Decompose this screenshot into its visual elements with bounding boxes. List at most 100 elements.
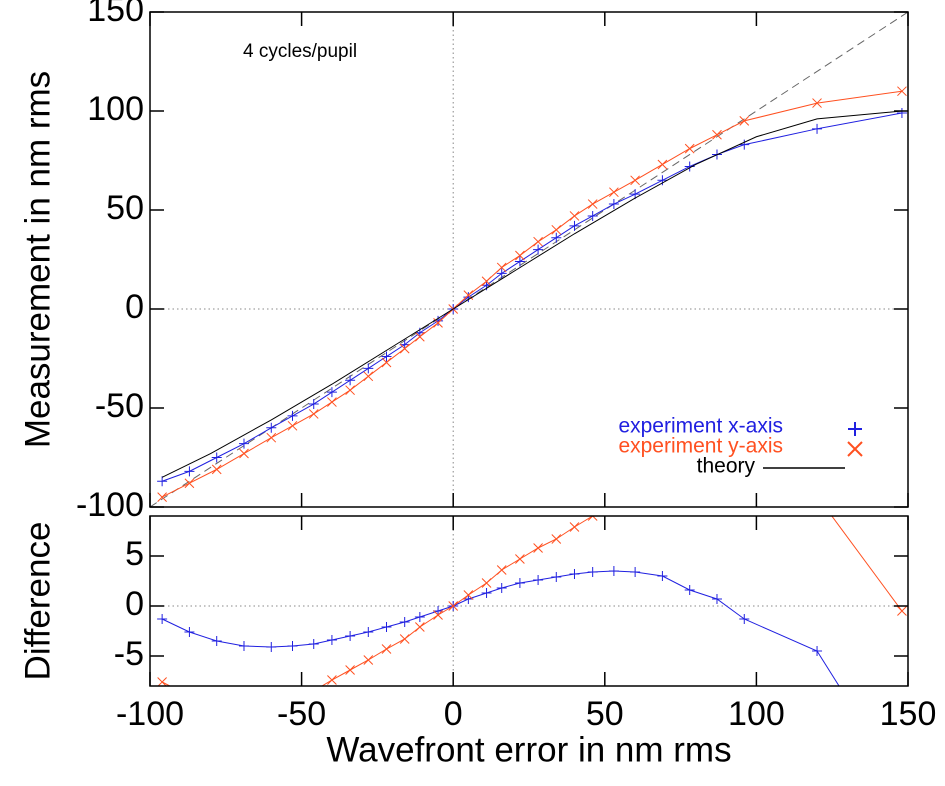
marker bbox=[345, 631, 356, 641]
marker bbox=[897, 606, 907, 616]
legend-label: theory bbox=[697, 455, 756, 478]
marker bbox=[399, 634, 410, 644]
marker bbox=[414, 622, 425, 632]
marker bbox=[157, 614, 168, 624]
marker bbox=[496, 583, 507, 593]
marker bbox=[184, 627, 195, 637]
marker bbox=[326, 387, 337, 398]
marker bbox=[609, 502, 618, 511]
marker bbox=[897, 781, 907, 786]
plot-area bbox=[150, 12, 908, 507]
marker bbox=[685, 472, 694, 481]
marker bbox=[657, 571, 668, 581]
marker bbox=[481, 276, 492, 287]
marker bbox=[287, 641, 298, 651]
marker bbox=[238, 641, 249, 651]
marker bbox=[658, 482, 667, 491]
marker bbox=[287, 420, 298, 431]
marker bbox=[496, 262, 507, 273]
annotation: 4 cycles/pupil bbox=[243, 41, 357, 62]
marker bbox=[414, 612, 425, 622]
marker bbox=[514, 578, 525, 588]
marker bbox=[363, 655, 374, 665]
marker bbox=[287, 410, 298, 421]
marker bbox=[327, 397, 337, 407]
marker bbox=[157, 492, 167, 502]
marker bbox=[515, 554, 525, 564]
marker bbox=[212, 702, 221, 711]
marker bbox=[630, 175, 640, 186]
marker bbox=[363, 363, 374, 374]
marker bbox=[587, 199, 598, 209]
marker bbox=[266, 422, 277, 433]
x-tick-label: 150 bbox=[880, 695, 937, 733]
marker bbox=[551, 224, 562, 235]
marker bbox=[711, 594, 722, 604]
marker bbox=[551, 572, 562, 582]
marker bbox=[399, 343, 410, 354]
marker bbox=[211, 464, 222, 475]
marker bbox=[533, 543, 543, 553]
marker bbox=[308, 399, 319, 410]
marker bbox=[712, 129, 722, 140]
marker bbox=[739, 614, 750, 624]
marker bbox=[463, 590, 474, 600]
marker bbox=[211, 452, 222, 463]
marker bbox=[897, 86, 907, 97]
marker bbox=[345, 375, 356, 386]
marker bbox=[514, 256, 525, 267]
legend-swatch bbox=[847, 441, 863, 457]
y-tick-label: 150 bbox=[87, 0, 144, 29]
marker bbox=[630, 567, 641, 577]
marker bbox=[684, 585, 695, 595]
marker bbox=[515, 250, 525, 261]
marker bbox=[308, 409, 319, 419]
marker bbox=[657, 159, 668, 170]
y-axis-title: Difference bbox=[18, 522, 57, 681]
marker bbox=[608, 199, 619, 210]
marker bbox=[551, 534, 562, 544]
marker bbox=[812, 123, 823, 134]
marker bbox=[363, 371, 374, 382]
series-line bbox=[161, 516, 903, 686]
marker bbox=[308, 639, 319, 649]
y-tick-label: -100 bbox=[76, 486, 144, 524]
marker bbox=[363, 627, 374, 637]
marker bbox=[184, 466, 195, 477]
marker bbox=[211, 636, 222, 646]
x-tick-label: 0 bbox=[444, 695, 463, 733]
marker bbox=[569, 211, 580, 221]
marker bbox=[630, 189, 641, 200]
marker bbox=[631, 492, 640, 501]
marker bbox=[345, 665, 355, 675]
marker bbox=[587, 567, 598, 577]
y-tick-label: -50 bbox=[95, 387, 144, 425]
marker bbox=[381, 357, 392, 368]
marker bbox=[266, 432, 277, 443]
marker bbox=[533, 244, 544, 255]
marker bbox=[533, 236, 543, 247]
frame bbox=[149, 11, 909, 508]
y-axis-title: Measurement in nm rms bbox=[18, 71, 57, 448]
marker bbox=[569, 569, 580, 579]
marker bbox=[569, 522, 580, 532]
marker bbox=[551, 232, 562, 243]
legend-label: experiment y-axis bbox=[618, 435, 783, 458]
marker bbox=[896, 107, 907, 118]
marker bbox=[609, 187, 619, 198]
marker bbox=[684, 143, 695, 154]
marker bbox=[448, 601, 459, 611]
marker bbox=[157, 476, 168, 487]
marker bbox=[739, 139, 750, 150]
marker bbox=[481, 588, 492, 598]
y-tick-label: -5 bbox=[114, 635, 144, 673]
series-line bbox=[161, 110, 902, 478]
marker bbox=[399, 617, 410, 627]
y-tick-label: 0 bbox=[125, 585, 144, 623]
marker bbox=[326, 635, 337, 645]
marker bbox=[381, 351, 392, 362]
marker bbox=[266, 642, 277, 652]
marker bbox=[381, 644, 392, 654]
marker bbox=[381, 622, 392, 632]
